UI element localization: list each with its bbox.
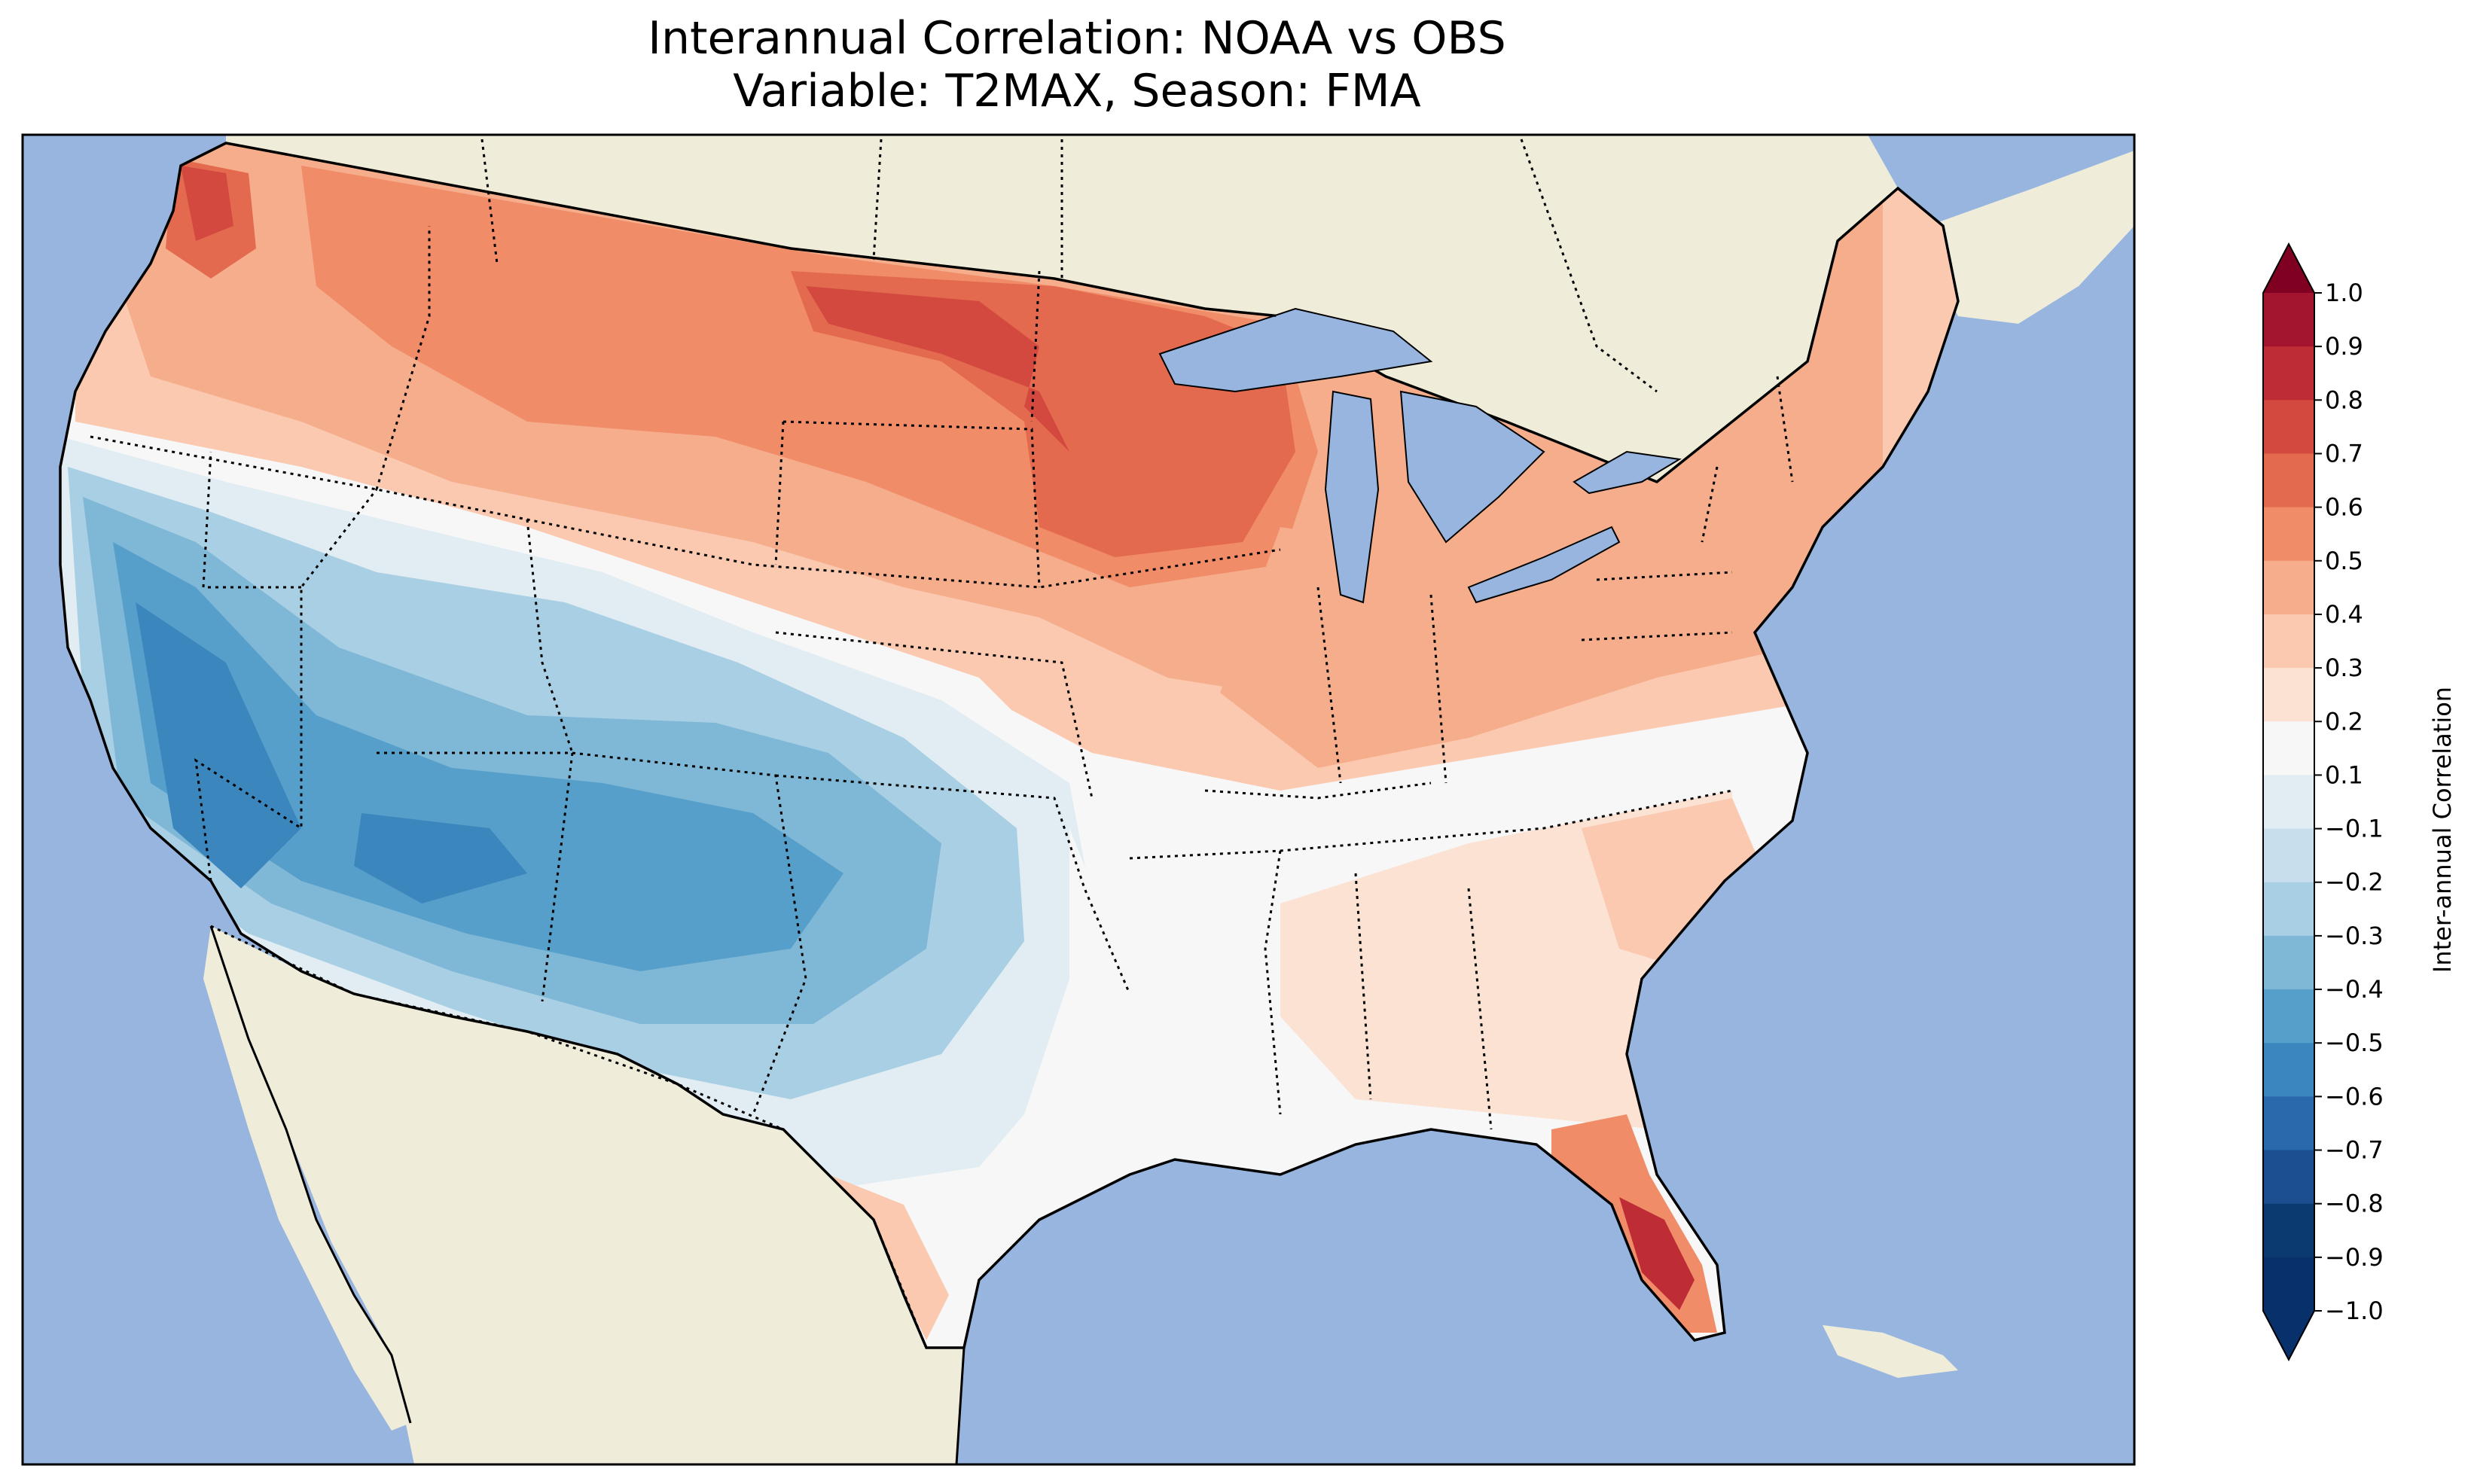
colorbar-tick-label: −0.4 xyxy=(2325,975,2384,1004)
colorbar-bin xyxy=(2263,1257,2314,1312)
lake-huron xyxy=(1399,390,1545,544)
colorbar-bin xyxy=(2263,560,2314,615)
colorbar-bin xyxy=(2263,1203,2314,1258)
colorbar-tick-label: 0.5 xyxy=(2325,547,2363,575)
colorbar-tick-label: −0.6 xyxy=(2325,1082,2384,1111)
mexico-coast xyxy=(209,925,966,1464)
colorbar-bin xyxy=(2263,882,2314,937)
colorbar-bin xyxy=(2263,400,2314,454)
colorbar-bin xyxy=(2263,935,2314,990)
colorbar-extend-bottom xyxy=(2263,1311,2314,1360)
colorbar-tick-label: −0.2 xyxy=(2325,868,2384,897)
colorbar-bin xyxy=(2263,828,2314,883)
colorbar-tick-label: −1.0 xyxy=(2325,1297,2384,1325)
lake-superior xyxy=(1158,307,1433,393)
title-line-1: Interannual Correlation: NOAA vs OBS xyxy=(648,12,1506,65)
colorbar-bin xyxy=(2263,1096,2314,1151)
colorbar-bin xyxy=(2263,614,2314,669)
colorbar-bin xyxy=(2263,989,2314,1044)
region-southwest-core xyxy=(113,542,843,971)
lake-ontario xyxy=(1573,450,1682,495)
region-texas-neutral xyxy=(934,828,1130,1280)
colorbar-label: Inter-annual Correlation xyxy=(2428,687,2457,973)
colorbar-tick-label: 0.4 xyxy=(2325,600,2363,629)
chart-title: Interannual Correlation: NOAA vs OBS Var… xyxy=(23,12,2131,117)
colorbar-group: 1.0 0.9 0.8 0.7 0.6 0.5 0.4 0.3 0.2 0.1 −0.1 −0.2 −0… xyxy=(2262,242,2384,1362)
colorbar-tick-label: 0.7 xyxy=(2325,439,2363,468)
colorbar-tick-label: 0.2 xyxy=(2325,707,2363,736)
colorbar-tick-label: −0.1 xyxy=(2325,815,2384,843)
colorbar-bin xyxy=(2263,1150,2314,1205)
colorbar-bin xyxy=(2263,293,2314,347)
colorbar-bin xyxy=(2263,507,2314,562)
colorbar-tick-label: −0.8 xyxy=(2325,1190,2384,1218)
colorbar-tick-label: 0.6 xyxy=(2325,493,2363,522)
colorbar-tick-label: 0.3 xyxy=(2325,654,2363,682)
colorbar-bin xyxy=(2263,453,2314,508)
mexico-border xyxy=(210,925,928,1348)
colorbar-tick-label: 1.0 xyxy=(2325,279,2363,307)
cuba-land xyxy=(1823,1325,1958,1378)
canada-land xyxy=(226,135,1898,482)
region-dakotas-core xyxy=(806,286,1069,452)
great-lakes xyxy=(1158,307,1682,604)
colorbar-tick-label: −0.3 xyxy=(2325,922,2384,950)
colorbar-bin xyxy=(2263,346,2314,401)
title-line-2: Variable: T2MAX, Season: FMA xyxy=(733,65,1421,117)
colorbar-tick-label: −0.9 xyxy=(2325,1243,2384,1272)
state-borders xyxy=(90,226,1794,1130)
region-california-strong xyxy=(136,602,301,888)
canada-border xyxy=(225,142,1839,483)
lake-erie xyxy=(1467,526,1621,604)
region-florida-core xyxy=(1619,1197,1695,1310)
canada-province-borders xyxy=(480,139,1658,393)
colorbar-tick-label: 0.8 xyxy=(2325,385,2363,414)
colorbar-bin xyxy=(2263,775,2314,830)
colorbar-bin xyxy=(2263,1043,2314,1097)
colorbar-tick-label: −0.7 xyxy=(2325,1136,2384,1165)
colorbar-tick-label: 0.1 xyxy=(2325,760,2363,789)
colorbar-bin xyxy=(2263,668,2314,722)
map-frame xyxy=(21,133,2136,1466)
mexico-land xyxy=(211,926,964,1464)
colorbar-extend-top xyxy=(2263,244,2314,293)
lake-michigan xyxy=(1324,390,1380,604)
colorbar-bin xyxy=(2263,721,2314,776)
colorbar-tick-label: 0.9 xyxy=(2325,332,2363,361)
region-pnw-core xyxy=(181,166,233,241)
colorbar-tick-label: −0.5 xyxy=(2325,1028,2384,1057)
region-arizona-strong xyxy=(354,813,527,904)
maritimes-land xyxy=(1928,151,2134,324)
